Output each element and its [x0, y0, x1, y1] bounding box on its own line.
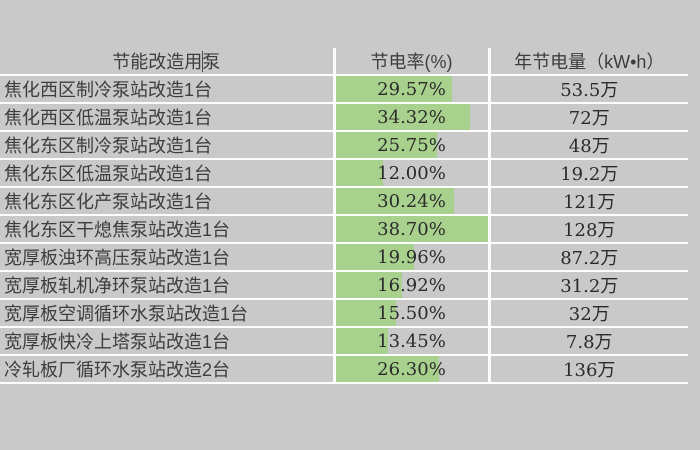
rate-data-bar: [337, 216, 486, 241]
annual-cell[interactable]: 32万: [489, 299, 688, 328]
rate-value: 12.00%: [377, 162, 446, 184]
annual-cell[interactable]: 19.2万: [489, 159, 688, 188]
rate-cell[interactable]: 38.70%: [332, 215, 491, 244]
rate-value: 38.70%: [377, 218, 446, 240]
rate-data-bar: [337, 132, 437, 157]
annual-cell[interactable]: 48万: [489, 131, 688, 160]
header-pump[interactable]: 节能改造用泵: [0, 48, 334, 76]
rate-value: 30.24%: [377, 190, 446, 212]
rate-cell[interactable]: 29.57%: [332, 75, 491, 104]
annual-cell[interactable]: 87.2万: [489, 243, 688, 272]
rate-cell[interactable]: 12.00%: [332, 159, 491, 188]
rate-value: 16.92%: [377, 274, 446, 296]
header-rate[interactable]: 节电率(%): [332, 48, 491, 76]
annual-cell[interactable]: 136万: [489, 355, 688, 384]
rate-data-bar: [337, 300, 397, 325]
annual-cell[interactable]: 31.2万: [489, 271, 688, 300]
pump-cell[interactable]: 焦化东区干熄焦泵站改造1台: [0, 215, 334, 244]
rate-value: 13.45%: [377, 330, 446, 352]
pump-cell[interactable]: 焦化西区低温泵站改造1台: [0, 103, 334, 132]
pump-cell[interactable]: 宽厚板快冷上塔泵站改造1台: [0, 327, 334, 356]
rate-value: 34.32%: [377, 106, 446, 128]
rate-value: 19.96%: [377, 246, 446, 268]
rate-data-bar: [337, 244, 414, 269]
table-row: 焦化东区干熄焦泵站改造1台 38.70% 128万: [0, 215, 688, 244]
rate-cell[interactable]: 25.75%: [332, 131, 491, 160]
table-row: 焦化西区制冷泵站改造1台 29.57% 53.5万: [0, 75, 688, 104]
table-row: 宽厚板浊环高压泵站改造1台 19.96% 87.2万: [0, 243, 688, 272]
header-row: 节能改造用泵 节电率(%) 年节电量（kW•h）: [0, 48, 688, 76]
annual-cell[interactable]: 7.8万: [489, 327, 688, 356]
rate-cell[interactable]: 13.45%: [332, 327, 491, 356]
header-annual-label: 年节电量（kW•h）: [514, 52, 665, 72]
table-row: 宽厚板快冷上塔泵站改造1台 13.45% 7.8万: [0, 327, 688, 356]
rate-data-bar: [337, 272, 402, 297]
header-annual[interactable]: 年节电量（kW•h）: [489, 48, 688, 76]
rate-data-bar: [337, 188, 455, 213]
rate-data-bar: [337, 104, 471, 129]
rate-cell[interactable]: 26.30%: [332, 355, 491, 384]
energy-saving-table: 节能改造用泵 节电率(%) 年节电量（kW•h） 焦化西区制冷泵站改造1台 29…: [0, 48, 688, 384]
pump-cell[interactable]: 焦化东区化产泵站改造1台: [0, 187, 334, 216]
pump-cell[interactable]: 宽厚板轧机净环泵站改造1台: [0, 271, 334, 300]
text-caret: [202, 51, 203, 72]
pump-cell[interactable]: 焦化西区制冷泵站改造1台: [0, 75, 334, 104]
pump-cell[interactable]: 焦化东区制冷泵站改造1台: [0, 131, 334, 160]
rate-value: 26.30%: [377, 358, 446, 380]
rate-value: 25.75%: [377, 134, 446, 156]
table-row: 焦化东区制冷泵站改造1台 25.75% 48万: [0, 131, 688, 160]
rate-value: 29.57%: [377, 78, 446, 100]
table-row: 焦化西区低温泵站改造1台 34.32% 72万: [0, 103, 688, 132]
pump-cell[interactable]: 宽厚板浊环高压泵站改造1台: [0, 243, 334, 272]
rate-cell[interactable]: 34.32%: [332, 103, 491, 132]
annual-cell[interactable]: 128万: [489, 215, 688, 244]
rate-data-bar: [337, 328, 389, 353]
rate-data-bar: [337, 76, 452, 101]
rate-data-bar: [337, 356, 439, 381]
header-pump-label: 节能改造用泵: [112, 52, 221, 72]
header-rate-label: 节电率(%): [370, 52, 453, 72]
rate-cell[interactable]: 30.24%: [332, 187, 491, 216]
rate-cell[interactable]: 16.92%: [332, 271, 491, 300]
table-row: 焦化东区化产泵站改造1台 30.24% 121万: [0, 187, 688, 216]
rate-cell[interactable]: 15.50%: [332, 299, 491, 328]
rate-cell[interactable]: 19.96%: [332, 243, 491, 272]
table-row: 宽厚板轧机净环泵站改造1台 16.92% 31.2万: [0, 271, 688, 300]
annual-cell[interactable]: 121万: [489, 187, 688, 216]
rate-data-bar: [337, 160, 383, 185]
rate-value: 15.50%: [377, 302, 446, 324]
table-row: 冷轧板厂循环水泵站改造2台 26.30% 136万: [0, 355, 688, 384]
table-row: 焦化东区低温泵站改造1台 12.00% 19.2万: [0, 159, 688, 188]
pump-cell[interactable]: 冷轧板厂循环水泵站改造2台: [0, 355, 334, 384]
annual-cell[interactable]: 53.5万: [489, 75, 688, 104]
pump-cell[interactable]: 焦化东区低温泵站改造1台: [0, 159, 334, 188]
table-row: 宽厚板空调循环水泵站改造1台 15.50% 32万: [0, 299, 688, 328]
annual-cell[interactable]: 72万: [489, 103, 688, 132]
pump-cell[interactable]: 宽厚板空调循环水泵站改造1台: [0, 299, 334, 328]
